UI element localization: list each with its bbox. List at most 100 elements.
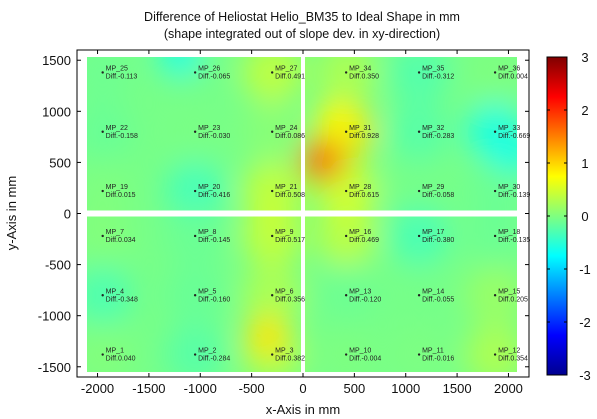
surface-blob bbox=[87, 324, 133, 372]
measure-point-label: MP_7 bbox=[106, 229, 124, 236]
measure-point-dot bbox=[493, 234, 497, 238]
y-tick-label: 1000 bbox=[42, 104, 71, 119]
measure-point-dot bbox=[101, 353, 104, 356]
measure-point-diff: Diff.-0.283 bbox=[422, 133, 454, 140]
measure-point-diff: Diff.-0.669 bbox=[498, 133, 530, 140]
measure-point-dot bbox=[270, 189, 274, 193]
measure-point-label: MP_8 bbox=[198, 229, 216, 236]
measure-point-diff: Diff.0.004 bbox=[498, 73, 528, 80]
measure-point-dot bbox=[193, 189, 197, 193]
measure-point-dot bbox=[193, 130, 197, 133]
surface-blob bbox=[87, 265, 133, 326]
measure-point-diff: Diff.-0.160 bbox=[198, 296, 230, 303]
surface-blob bbox=[316, 324, 377, 372]
measure-point-label: MP_26 bbox=[198, 65, 220, 72]
measure-point-label: MP_15 bbox=[498, 288, 520, 295]
surface-blobs bbox=[87, 57, 517, 372]
measure-point-dot bbox=[193, 234, 197, 238]
surface-blob bbox=[465, 57, 517, 103]
measure-point-diff: Diff.0.354 bbox=[498, 356, 528, 363]
measure-point-dot bbox=[344, 71, 348, 74]
measure-point-label: MP_24 bbox=[275, 125, 297, 132]
measure-point-diff: Diff.-0.113 bbox=[106, 73, 138, 80]
chart-title: Difference of Heliostat Helio_BM35 to Id… bbox=[144, 10, 460, 24]
measure-point-dot bbox=[193, 294, 197, 297]
measure-point-dot bbox=[493, 189, 497, 193]
measure-point-label: MP_21 bbox=[275, 184, 297, 191]
measure-point-dot bbox=[101, 294, 104, 297]
measure-point-label: MP_19 bbox=[106, 184, 128, 191]
measure-point-dot bbox=[417, 189, 421, 193]
surface-blob bbox=[465, 324, 517, 372]
x-tick-label: 0 bbox=[299, 381, 306, 396]
measure-point-diff: Diff.-0.139 bbox=[498, 192, 530, 199]
x-tick-label: 1500 bbox=[443, 381, 472, 396]
measure-point-dot bbox=[417, 130, 421, 133]
measure-point-label: MP_31 bbox=[349, 125, 371, 132]
measure-point-dot bbox=[101, 189, 104, 193]
measure-point-dot bbox=[270, 353, 274, 356]
measure-point-diff: Diff.0.508 bbox=[275, 192, 305, 199]
measure-point-dot bbox=[344, 130, 348, 133]
measure-point-label: MP_28 bbox=[349, 184, 371, 191]
measure-point-dot bbox=[417, 71, 421, 74]
measure-point-diff: Diff.0.517 bbox=[275, 237, 305, 244]
surface-blob bbox=[87, 57, 133, 103]
y-tick-label: -1000 bbox=[38, 309, 71, 324]
x-tick-label: -1500 bbox=[132, 381, 165, 396]
y-tick-label: 1500 bbox=[42, 53, 71, 68]
colorbar-tick-label: 3 bbox=[581, 50, 588, 65]
measure-point-label: MP_18 bbox=[498, 229, 520, 236]
chart-subtitle: (shape integrated out of slope dev. in x… bbox=[163, 27, 441, 41]
measure-point-label: MP_9 bbox=[275, 229, 293, 236]
measure-point-dot bbox=[493, 130, 497, 133]
measure-point-label: MP_33 bbox=[498, 125, 520, 132]
y-tick-label: 500 bbox=[49, 155, 71, 170]
gap-horizontal bbox=[87, 210, 517, 217]
measure-point-dot bbox=[493, 71, 497, 74]
measure-point-label: MP_22 bbox=[106, 125, 128, 132]
measure-point-diff: Diff.0.205 bbox=[498, 296, 528, 303]
surface-blob bbox=[389, 324, 450, 372]
measure-point-diff: Diff.0.928 bbox=[349, 133, 379, 140]
measure-point-label: MP_1 bbox=[106, 348, 124, 355]
measure-point-label: MP_14 bbox=[422, 288, 444, 295]
measure-point-dot bbox=[101, 130, 104, 133]
measure-point-diff: Diff.0.040 bbox=[106, 356, 136, 363]
measure-point-label: MP_23 bbox=[198, 125, 220, 132]
surface-hotspot bbox=[245, 314, 290, 359]
measure-point-label: MP_30 bbox=[498, 184, 520, 191]
measure-point-diff: Diff.0.615 bbox=[349, 192, 379, 199]
measure-point-diff: Diff.-0.004 bbox=[349, 356, 381, 363]
measure-point-label: MP_34 bbox=[349, 65, 371, 72]
measure-point-label: MP_35 bbox=[422, 65, 444, 72]
y-axis-label: y-Axis in mm bbox=[4, 176, 19, 250]
measure-point-diff: Diff.-0.016 bbox=[422, 356, 454, 363]
x-axis-label: x-Axis in mm bbox=[266, 402, 340, 417]
measure-point-diff: Diff.-0.120 bbox=[349, 296, 381, 303]
measure-point-dot bbox=[417, 353, 421, 356]
measure-point-diff: Diff.-0.135 bbox=[498, 237, 530, 244]
surface-hotspot bbox=[314, 99, 359, 144]
measure-point-dot bbox=[493, 294, 497, 297]
colorbar-tick-label: -1 bbox=[579, 262, 591, 277]
measure-point-dot bbox=[344, 234, 348, 238]
